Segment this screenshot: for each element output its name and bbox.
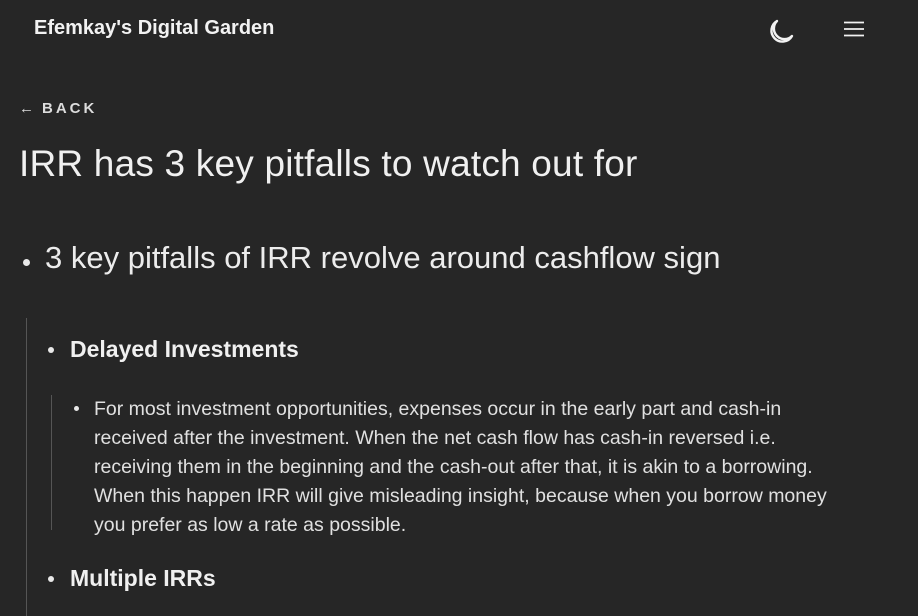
outline-item-heading: Multiple IRRs bbox=[70, 565, 216, 591]
outline-level1-item: 3 key pitfalls of IRR revolve around cas… bbox=[45, 240, 721, 275]
bullet-marker bbox=[48, 576, 54, 582]
back-link[interactable]: ← BACK bbox=[19, 100, 97, 117]
theme-toggle-button[interactable] bbox=[764, 16, 796, 48]
bullet-marker bbox=[23, 259, 30, 266]
site-title-link[interactable]: Efemkay's Digital Garden bbox=[34, 17, 275, 39]
moon-icon bbox=[770, 19, 794, 43]
menu-button[interactable] bbox=[840, 16, 868, 44]
hamburger-menu-icon bbox=[844, 21, 864, 37]
bullet-marker bbox=[48, 347, 54, 353]
outline-item-heading: Delayed Investments bbox=[70, 336, 299, 362]
back-label: BACK bbox=[42, 100, 98, 117]
detail-line: For most investment opportunities, expen… bbox=[94, 398, 782, 420]
outline-item-detail: For most investment opportunities, expen… bbox=[94, 395, 894, 540]
site-header: Efemkay's Digital Garden bbox=[0, 0, 918, 62]
indent-guide-line bbox=[51, 395, 52, 530]
detail-line: received after the investment. When the … bbox=[94, 427, 776, 449]
detail-line: When this happen IRR will give misleadin… bbox=[94, 485, 827, 507]
back-arrow-icon: ← bbox=[19, 100, 34, 117]
detail-line: you prefer as low a rate as possible. bbox=[94, 514, 407, 536]
page-title: IRR has 3 key pitfalls to watch out for bbox=[19, 143, 638, 184]
indent-guide-line bbox=[26, 318, 27, 616]
detail-line: receiving them in the beginning and the … bbox=[94, 456, 813, 478]
bullet-marker bbox=[74, 406, 79, 411]
